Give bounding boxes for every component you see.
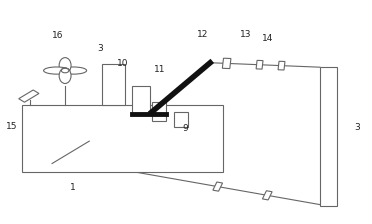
- Ellipse shape: [59, 58, 71, 73]
- Ellipse shape: [59, 68, 71, 84]
- Ellipse shape: [44, 67, 70, 74]
- Bar: [256, 60, 263, 69]
- Bar: [102, 64, 125, 105]
- Bar: [262, 191, 272, 200]
- Text: 15: 15: [6, 122, 17, 131]
- Bar: [222, 58, 231, 69]
- Bar: [278, 61, 285, 70]
- Ellipse shape: [61, 67, 87, 74]
- Bar: [174, 112, 188, 127]
- Text: 16: 16: [52, 31, 63, 40]
- Text: 3: 3: [97, 44, 103, 53]
- Circle shape: [61, 68, 69, 73]
- Text: 12: 12: [197, 30, 208, 39]
- Bar: [213, 182, 222, 191]
- Text: 10: 10: [117, 59, 128, 68]
- Bar: [19, 90, 39, 102]
- Text: 13: 13: [240, 30, 251, 39]
- Text: 11: 11: [154, 65, 166, 74]
- Text: 9: 9: [182, 124, 188, 133]
- Bar: [22, 105, 223, 172]
- Bar: [132, 86, 150, 114]
- Text: 1: 1: [70, 183, 76, 192]
- Bar: [152, 102, 166, 121]
- Bar: [320, 67, 337, 206]
- Text: 3: 3: [354, 123, 360, 132]
- Text: 14: 14: [262, 34, 273, 43]
